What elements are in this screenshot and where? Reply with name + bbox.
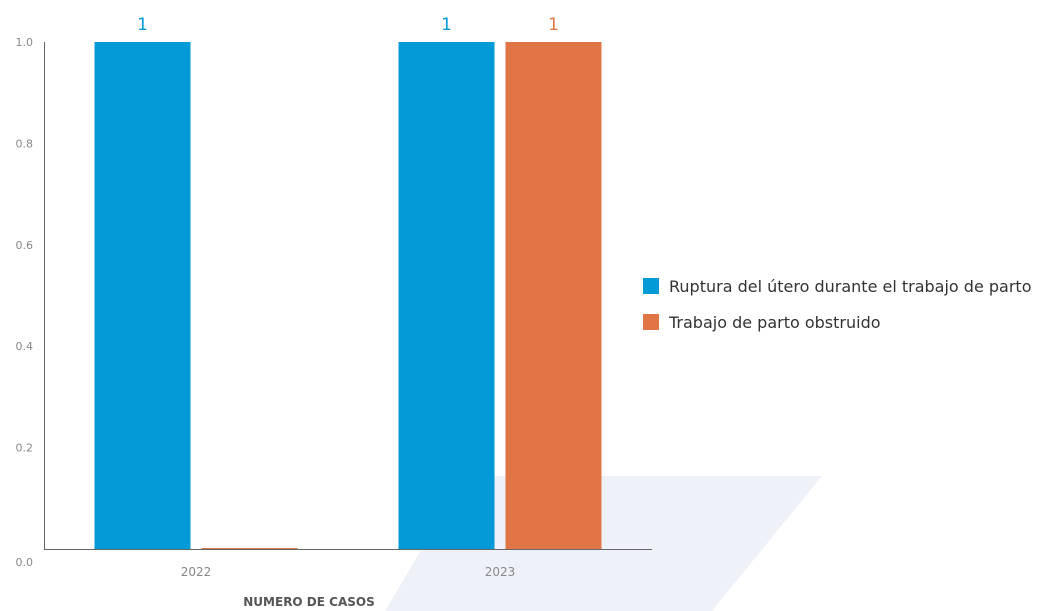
bar-2022-series-2[interactable] [201, 548, 298, 549]
y-tick-label: 0.4 [16, 340, 34, 353]
data-label-2023-series-2: 1 [548, 15, 559, 35]
x-tick-label-2023: 2023 [485, 565, 516, 579]
bar-2023-series-2[interactable] [505, 42, 602, 549]
x-tick-label-2022: 2022 [181, 565, 212, 579]
bars [94, 42, 602, 549]
y-tick-label: 0.0 [16, 556, 34, 569]
legend-swatch-series-1 [643, 278, 659, 294]
bar-2022-series-1[interactable] [94, 42, 191, 549]
y-tick-label: 0.2 [16, 442, 34, 455]
y-axis-ticks: 0.0 0.2 0.4 0.6 0.8 1.0 [16, 36, 34, 569]
legend-label-series-2: Trabajo de parto obstruido [669, 312, 881, 332]
data-label-2022-series-1: 1 [137, 15, 148, 35]
x-axis-title: NUMERO DE CASOS [243, 595, 374, 609]
y-tick-label: 0.8 [16, 137, 34, 150]
legend-item-series-2[interactable]: Trabajo de parto obstruido [643, 311, 1032, 333]
y-tick-label: 1.0 [16, 36, 34, 49]
legend-item-series-1[interactable]: Ruptura del útero durante el trabajo de … [643, 275, 1032, 297]
legend-swatch-series-2 [643, 314, 659, 330]
x-axis-ticks: 2022 2023 [181, 565, 516, 579]
y-tick-label: 0.6 [16, 239, 34, 252]
bar-2023-series-1[interactable] [398, 42, 495, 549]
legend: Ruptura del útero durante el trabajo de … [643, 275, 1032, 347]
legend-label-series-1: Ruptura del útero durante el trabajo de … [669, 276, 1032, 296]
data-labels: 1 1 1 [137, 15, 559, 35]
data-label-2023-series-1: 1 [441, 15, 452, 35]
